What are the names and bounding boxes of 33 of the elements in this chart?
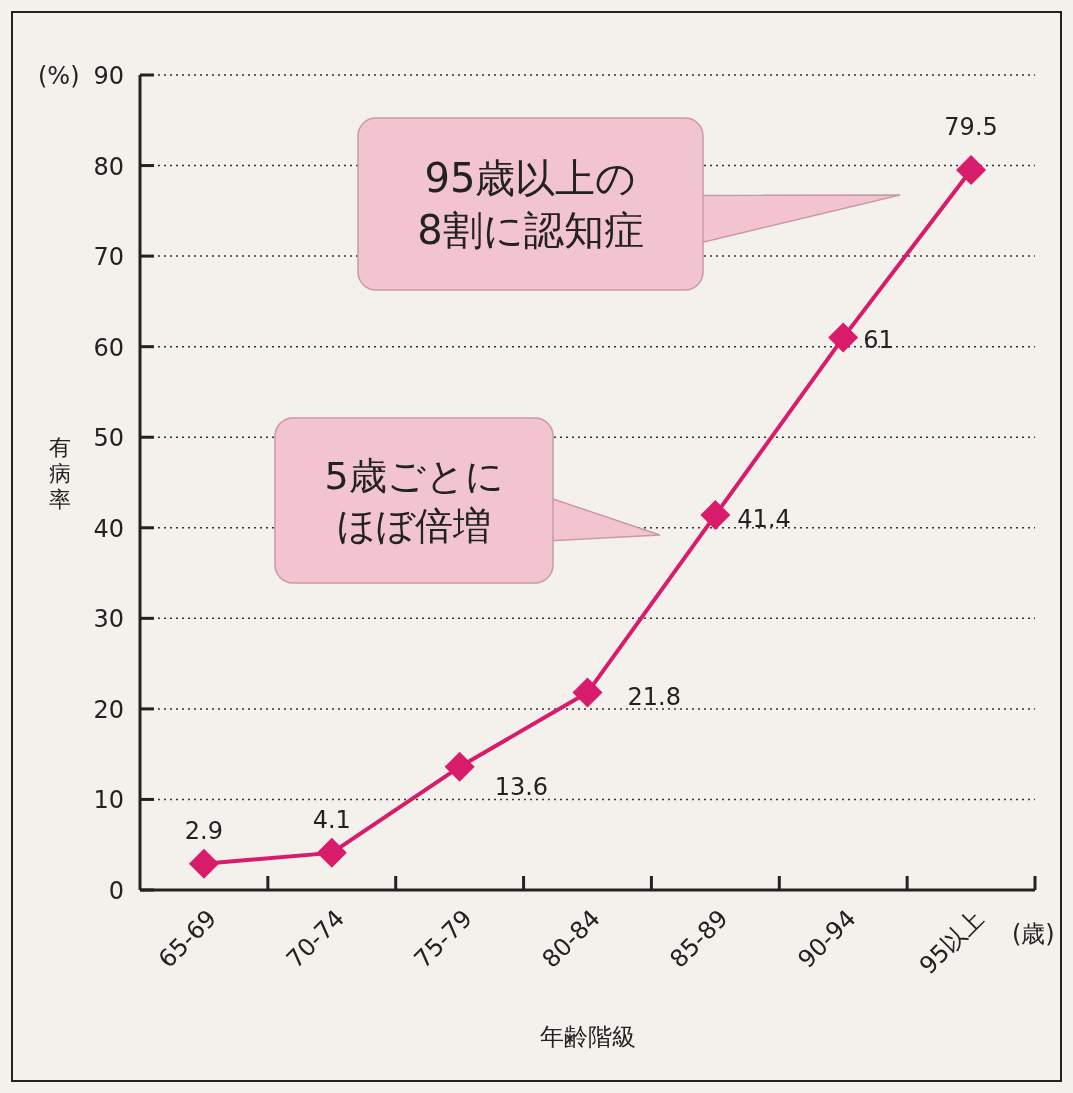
data-label: 13.6 [494,772,549,801]
data-label: 41.4 [737,505,791,534]
y-axis-title: 有病率 [49,435,71,512]
data-label: 79.5 [944,113,998,142]
y-tick-label: 60 [93,333,124,362]
point [444,751,475,782]
annotation: 5歳ごとに [324,454,504,499]
x-tick-label: 95以上 [913,904,990,980]
data-label: 2.9 [184,816,224,845]
y-tick-label: 10 [93,786,124,815]
x-axis-title: 年齢階級 [539,1023,636,1051]
data-label: 21.8 [627,682,681,711]
y-tick-label: 20 [93,695,124,724]
text: (%) [38,62,80,90]
point [828,322,859,353]
y-tick-label: 40 [93,514,124,543]
point [188,848,219,879]
annotation: 95歳以上の [424,155,637,201]
point [956,155,987,186]
data-label: 4.1 [312,805,351,834]
point [700,500,731,531]
point [572,677,603,708]
data-label: 61 [863,325,894,354]
annotation: 8割に認知症 [417,207,644,253]
y-tick-label: 70 [93,243,124,272]
y-tick-label: 80 [93,152,124,181]
point [316,837,347,868]
y-tick-label: 50 [93,424,124,453]
y-tick-label: 30 [93,605,124,634]
text: (歳) [1012,920,1055,948]
y-tick-label: 90 [93,62,124,90]
annotation: ほぼ倍増 [337,503,491,548]
y-tick-label: 0 [108,877,124,905]
